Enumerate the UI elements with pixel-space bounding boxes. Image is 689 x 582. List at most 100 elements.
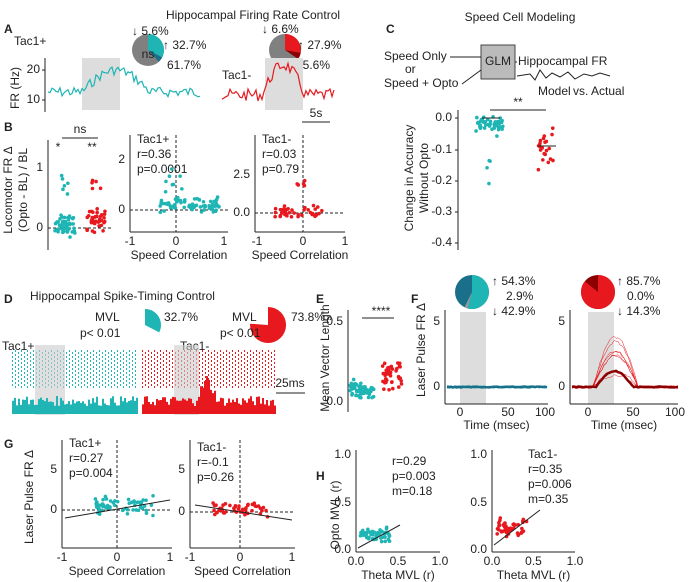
axis-label: (Opto - BL) / BL [16, 148, 30, 232]
dot [306, 207, 310, 212]
axis-label: Without Opto [417, 143, 431, 213]
dot [478, 123, 482, 127]
dot [236, 507, 241, 511]
stim-window [460, 312, 486, 404]
axis-label: Speed Correlation [194, 564, 291, 578]
dot [501, 529, 506, 534]
dot [126, 497, 131, 502]
dot [190, 202, 195, 206]
dot [188, 205, 193, 210]
glm-diagram [450, 44, 611, 85]
dot [485, 165, 489, 170]
dot [362, 385, 367, 389]
dot [141, 498, 145, 502]
dot [536, 167, 541, 172]
mvl-label: p< 0.01 [220, 326, 261, 340]
x-tick-label: 100 [535, 405, 555, 419]
dot [170, 167, 174, 171]
dot [541, 158, 545, 162]
dot [151, 493, 155, 498]
trace [47, 66, 201, 99]
dot [359, 381, 363, 386]
y-tick-label: 0.0 [470, 542, 487, 556]
dot [367, 530, 372, 534]
dot [359, 531, 364, 535]
trace [221, 61, 335, 102]
dot [292, 211, 296, 215]
dot [101, 497, 105, 502]
dot [139, 501, 144, 505]
y-tick-label: 1.0 [470, 447, 487, 461]
wedge-d-neg [250, 306, 287, 343]
dot [314, 213, 319, 217]
dot [94, 505, 99, 509]
dot [495, 526, 500, 531]
pie-label: ↓ 6.6% [262, 22, 299, 36]
panel-title: Speed Cell Modeling [465, 10, 576, 24]
panel-letter: E [316, 292, 324, 306]
sig-label: ns [74, 122, 87, 136]
dot [386, 372, 390, 376]
dot [91, 210, 95, 215]
dot [98, 503, 102, 508]
dot [94, 500, 99, 504]
dot [379, 539, 384, 544]
dot [360, 385, 364, 389]
dot [475, 121, 480, 125]
dot [504, 524, 508, 528]
dot [55, 220, 59, 224]
dot [282, 204, 287, 208]
sig-label: * [56, 140, 61, 154]
pct-label: 32.7% [164, 310, 198, 324]
dot [108, 499, 113, 503]
x-tick-label: 0.0 [484, 554, 501, 568]
stat-label: r=-0.1 [197, 455, 229, 469]
stat-label: p=0.003 [392, 469, 436, 483]
dot [199, 210, 204, 214]
dot [212, 199, 217, 204]
dot [60, 215, 64, 219]
y-tick-label: 0 [178, 504, 185, 518]
stim-window [82, 58, 120, 110]
dot [212, 508, 216, 513]
axis-label: Opto MVL (r) [328, 481, 342, 550]
dot [482, 126, 487, 130]
dot [72, 226, 76, 231]
y-tick-label: -0.1 [431, 142, 452, 156]
stat-label: r=0.03 [262, 147, 297, 161]
histogram [142, 376, 276, 414]
y-tick-label: 0 [36, 220, 43, 234]
dot [66, 181, 70, 186]
dot [60, 222, 65, 227]
dot [264, 508, 268, 513]
y-tick-label: 0 [558, 379, 565, 393]
panel-letter: C [386, 22, 395, 36]
dot [132, 499, 136, 503]
histogram [12, 396, 138, 414]
stat-label: p=0.79 [262, 162, 299, 176]
dot [519, 530, 524, 535]
dot [103, 209, 107, 214]
stat-label: r=0.35 [528, 462, 563, 476]
dot [166, 201, 171, 205]
dot [487, 158, 491, 163]
dot [311, 212, 316, 217]
dot [68, 235, 72, 239]
dot [243, 512, 247, 517]
dot [65, 227, 69, 231]
stat-label: p=0.26 [197, 470, 234, 484]
dot [144, 498, 148, 503]
dot [396, 385, 401, 389]
dot [494, 123, 499, 128]
dot [138, 505, 143, 510]
dot [485, 117, 490, 122]
dot [273, 206, 278, 211]
sig-label: ** [513, 95, 523, 109]
dot [89, 220, 94, 225]
dot [538, 138, 543, 143]
stim-window [265, 58, 303, 110]
trace [571, 350, 678, 389]
dot [144, 511, 149, 515]
dot [168, 205, 173, 210]
dot [102, 216, 106, 220]
